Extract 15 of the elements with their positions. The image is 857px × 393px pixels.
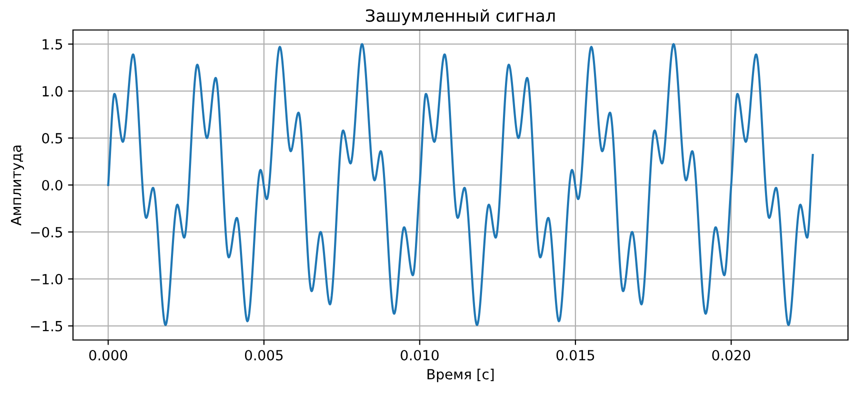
y-tick-label: −1.0 — [31, 274, 62, 284]
x-tick-label: 0.005 — [244, 350, 283, 360]
x-tick-label: 0.020 — [712, 350, 750, 360]
y-tick-label: 1.5 — [42, 39, 62, 50]
y-tick-label: 0.5 — [42, 133, 62, 144]
y-tick-label: 0.0 — [42, 180, 62, 190]
y-axis-title: Амплитуда — [10, 146, 24, 226]
y-tick-label: −1.5 — [31, 321, 62, 332]
x-tick-label: 0.010 — [400, 350, 439, 360]
y-tick-label: −0.5 — [31, 226, 62, 238]
x-tick-label: 0.000 — [89, 350, 128, 360]
x-tick-label: 0.015 — [556, 350, 594, 360]
chart-title: Зашумленный сигнал — [366, 9, 555, 26]
y-tick-label: 1.0 — [42, 86, 62, 97]
x-axis-title: Время [с] — [428, 368, 494, 382]
